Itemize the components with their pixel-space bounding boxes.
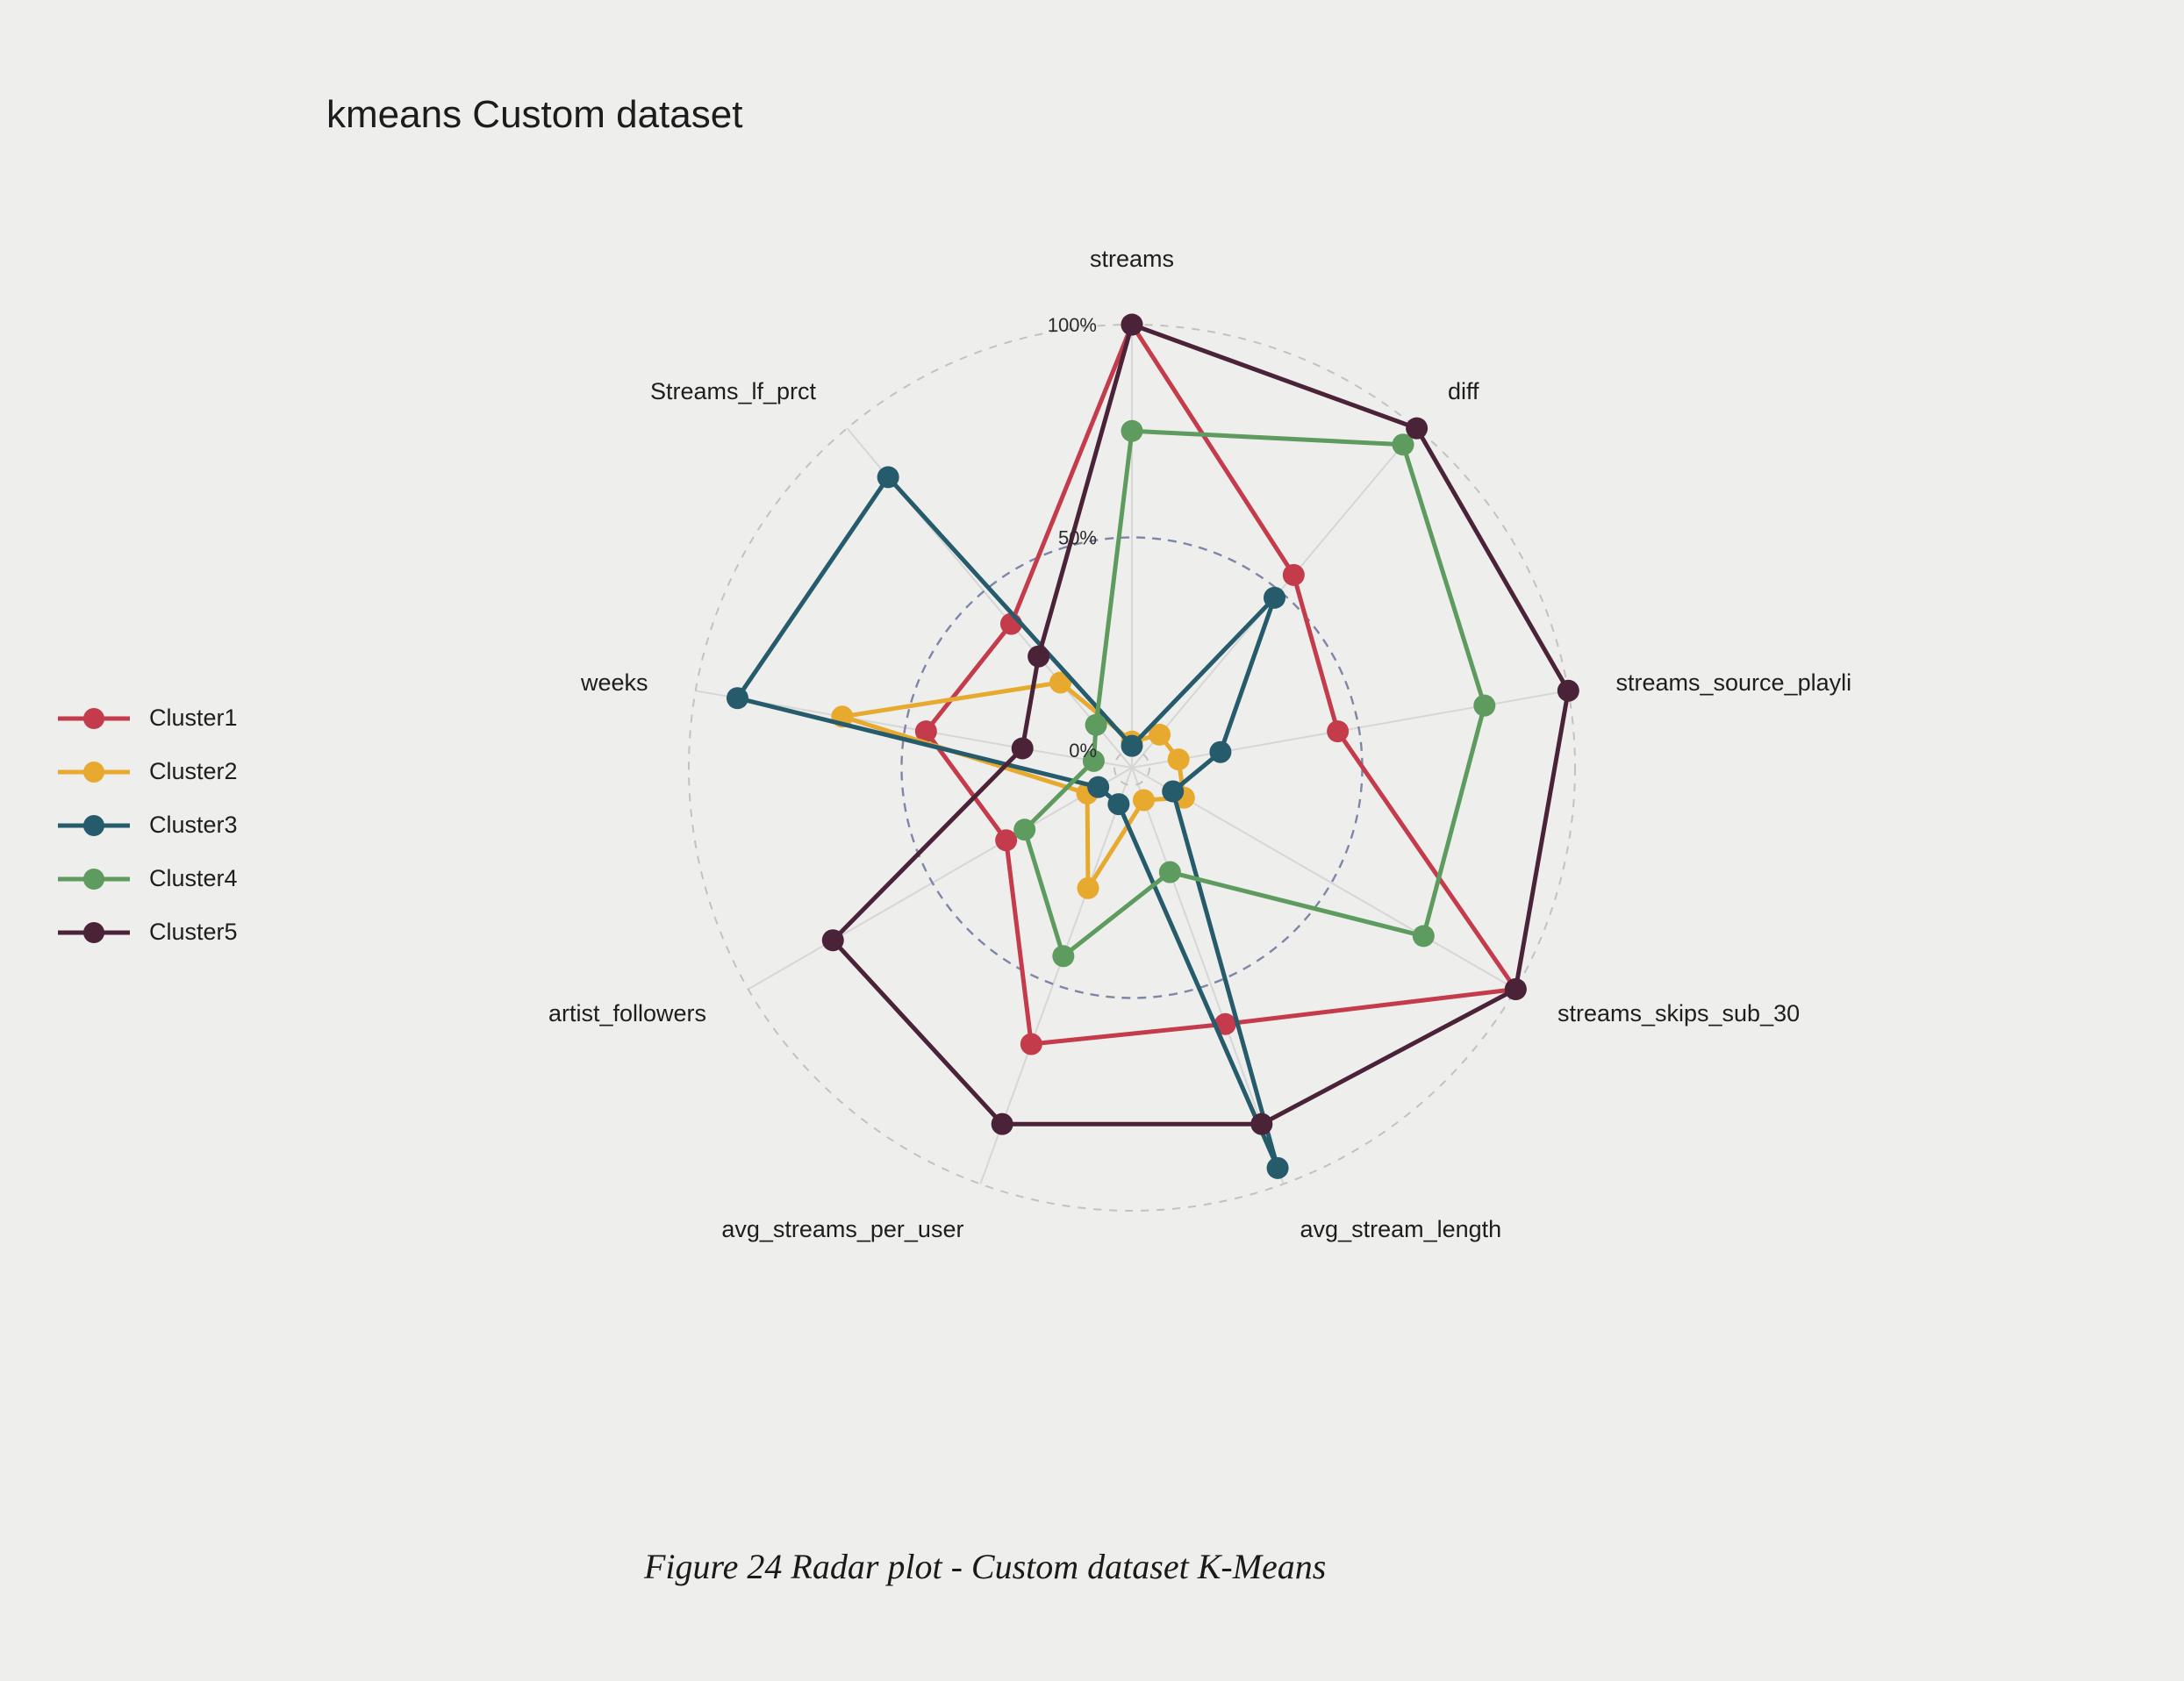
radar-spoke (1132, 690, 1568, 768)
series-cluster1 (915, 314, 1527, 1055)
legend-label: Cluster4 (149, 865, 238, 892)
series-line (737, 477, 1278, 1168)
data-point (1133, 790, 1155, 812)
data-point (1250, 1113, 1272, 1135)
data-point (1406, 418, 1428, 440)
data-point (1159, 862, 1181, 883)
tick-label: 100% (1048, 314, 1097, 336)
legend: Cluster1 Cluster2 Cluster3 Cluster4 Cluster5 (54, 691, 238, 959)
axis-label: weeks (580, 669, 648, 696)
data-point (1052, 945, 1074, 967)
data-point (1121, 735, 1143, 757)
data-point (1107, 793, 1129, 815)
data-point (1505, 978, 1527, 1000)
legend-item-cluster5: Cluster5 (54, 905, 238, 959)
data-point (1267, 1157, 1289, 1179)
legend-swatch (54, 919, 133, 946)
radar-grid (689, 325, 1575, 1211)
data-point (1085, 714, 1107, 736)
data-point (1020, 1034, 1042, 1055)
legend-label: Cluster5 (149, 919, 238, 946)
figure-caption: Figure 24 Radar plot - Custom dataset K-… (644, 1546, 1326, 1587)
radar-labels: 0% 50% 100% streams diff streams_source_playl… (548, 246, 1851, 1242)
data-point (1087, 776, 1109, 798)
series-line (833, 325, 1568, 1124)
series-cluster5 (822, 314, 1579, 1135)
axis-label: Streams_lf_prct (650, 378, 817, 404)
data-point (1473, 695, 1495, 717)
data-point (995, 829, 1017, 851)
legend-label: Cluster1 (149, 705, 238, 732)
tick-label: 0% (1069, 740, 1097, 762)
data-point (992, 1113, 1013, 1135)
data-point (1121, 314, 1143, 336)
radar-series (727, 314, 1579, 1179)
axis-label: avg_streams_per_user (721, 1216, 963, 1242)
data-point (1557, 680, 1579, 702)
legend-swatch (54, 866, 133, 892)
axis-label: artist_followers (548, 1000, 706, 1026)
data-point (1168, 748, 1190, 770)
legend-item-cluster3: Cluster3 (54, 798, 238, 852)
legend-swatch (54, 812, 133, 839)
axis-label: streams_source_playli (1615, 669, 1851, 696)
data-point (1013, 819, 1035, 840)
data-point (1209, 741, 1231, 763)
data-point (1413, 925, 1435, 947)
radar-spoke (748, 768, 1132, 990)
data-point (822, 929, 844, 951)
data-point (1121, 420, 1143, 442)
data-point (1283, 564, 1305, 586)
axis-label: streams_skips_sub_30 (1557, 1000, 1800, 1026)
data-point (727, 687, 748, 709)
data-point (1078, 877, 1099, 899)
data-point (1162, 780, 1184, 802)
legend-swatch (54, 759, 133, 785)
axis-label: avg_stream_length (1300, 1216, 1502, 1242)
legend-swatch (54, 705, 133, 732)
legend-item-cluster2: Cluster2 (54, 745, 238, 798)
legend-item-cluster4: Cluster4 (54, 852, 238, 905)
legend-label: Cluster2 (149, 758, 238, 785)
series-cluster2 (831, 671, 1194, 898)
axis-label: diff (1448, 378, 1479, 404)
legend-item-cluster1: Cluster1 (54, 691, 238, 745)
data-point (877, 466, 899, 488)
data-point (1012, 737, 1034, 759)
axis-label: streams (1090, 246, 1174, 272)
data-point (1327, 720, 1349, 742)
data-point (1028, 646, 1049, 668)
legend-label: Cluster3 (149, 812, 238, 839)
data-point (1264, 587, 1285, 609)
tick-label: 50% (1058, 527, 1097, 549)
